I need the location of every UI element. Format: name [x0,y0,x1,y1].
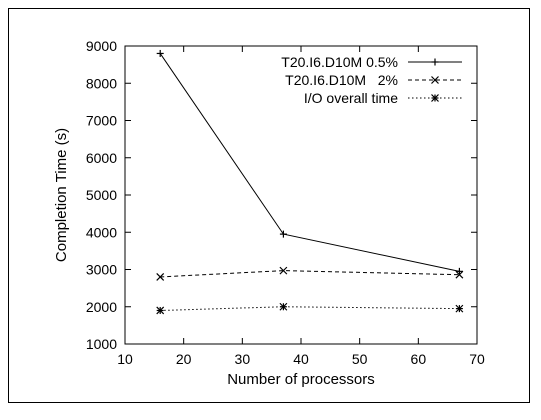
series-0-point-1 [279,230,287,238]
series-1-point-2 [455,270,464,279]
series-2-point-1 [279,302,288,311]
legend-marker-2 [431,94,439,102]
figure-frame [8,8,530,403]
series-0-point-2 [455,267,463,275]
y-tick-label-4: 5000 [86,187,117,203]
y-tick-label-0: 1000 [86,336,117,352]
series-1-point-0 [156,273,165,281]
y-tick-label-8: 9000 [86,38,117,54]
x-tick-label-4: 50 [352,351,368,367]
legend-label-2: I/O overall time [304,90,398,106]
series-line-1 [160,270,460,278]
y-tick-label-7: 8000 [86,75,117,91]
series-0-point-0 [156,49,164,57]
series-2-point-0 [156,306,165,315]
x-tick-label-2: 30 [235,351,251,367]
x-tick-label-0: 10 [117,351,133,367]
x-tick-label-1: 20 [176,351,192,367]
legend-label-0: T20.I6.D10M 0.5% [281,54,398,70]
x-tick-label-5: 60 [411,351,427,367]
legend-marker-0 [431,58,439,66]
y-tick-label-2: 3000 [86,262,117,278]
y-axis-label: Completion Time (s) [53,128,70,262]
y-tick-label-6: 7000 [86,113,117,129]
plot-area [124,45,478,345]
series-2-point-2 [455,304,464,313]
legend-label-1: T20.I6.D10M 2% [285,72,398,88]
series-1-point-1 [279,266,288,275]
series-line-2 [160,306,460,311]
x-tick-label-3: 40 [293,351,309,367]
legend-marker-1 [431,76,439,84]
x-tick-label-6: 70 [469,351,485,367]
x-axis-label: Number of processors [227,371,375,388]
y-tick-label-5: 6000 [86,150,117,166]
y-tick-label-1: 2000 [86,299,117,315]
y-tick-label-3: 4000 [86,224,117,240]
